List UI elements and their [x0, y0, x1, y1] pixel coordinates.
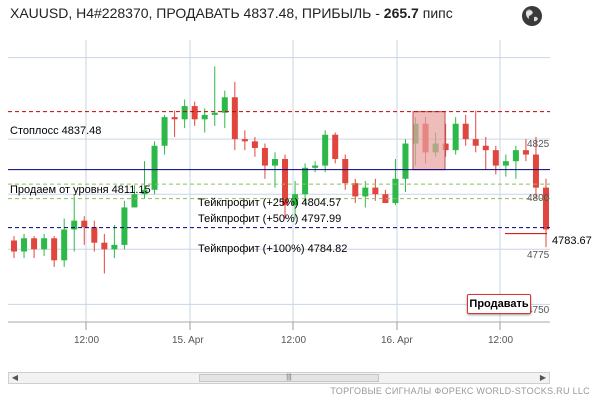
- levels-layer: [8, 111, 550, 235]
- candle-body: [101, 242, 108, 250]
- candle-body: [151, 145, 158, 190]
- candle-body: [492, 150, 499, 166]
- entry-level-label: Продаем от уровня 4811.15: [10, 184, 151, 196]
- profit-unit: пипс: [418, 5, 453, 21]
- candle-body: [543, 187, 549, 230]
- takeprofit-100-label: Тейкпрофит (+100%) 4784.82: [198, 243, 347, 255]
- candle-body: [271, 158, 278, 166]
- candle-body: [161, 117, 168, 146]
- takeprofit-25-label: Тейкпрофит (+25%) 4804.57: [198, 197, 341, 209]
- chart-grid: [8, 40, 550, 330]
- candle-body: [41, 238, 48, 250]
- footer-text: ТОРГОВЫЕ СИГНАЛЫ ФОРЕКС WORLD-STOCKS.RU …: [330, 386, 590, 396]
- candle-body: [522, 150, 529, 155]
- candle-body: [472, 139, 479, 146]
- candle-body: [342, 158, 349, 184]
- candle-body: [261, 147, 268, 166]
- profit-value: 265.7: [383, 5, 419, 21]
- candle-body: [282, 158, 289, 206]
- candle-body: [452, 123, 459, 151]
- candle-body: [332, 134, 339, 159]
- candle-body: [251, 141, 258, 148]
- candle-body: [382, 194, 389, 204]
- candle-body: [322, 134, 329, 166]
- candle-body: [81, 220, 88, 228]
- title-prefix: XAUUSD, H4#228370, ПРОДАВАТЬ 4837.48, ПР…: [10, 5, 384, 21]
- candle-body: [312, 165, 319, 168]
- scroll-right-icon[interactable]: ▶: [539, 373, 547, 382]
- sell-button[interactable]: Продавать: [467, 294, 531, 314]
- candle-body: [231, 97, 238, 140]
- candle-body: [221, 97, 228, 113]
- time-tick: 12:00: [281, 335, 306, 346]
- candle-body: [402, 143, 409, 179]
- candle-body: [352, 183, 359, 197]
- signal-zone-highlight: [412, 111, 446, 171]
- candle-body: [141, 189, 148, 195]
- time-tick: 15. Apr: [172, 335, 204, 346]
- price-tick: 4750: [527, 305, 550, 316]
- takeprofit-50-label: Тейкпрофит (+50%) 4797.99: [198, 213, 341, 225]
- price-tick: 4825: [527, 139, 550, 150]
- candle-body: [532, 154, 539, 188]
- candle-body: [121, 207, 128, 245]
- time-tick: 12:00: [488, 335, 513, 346]
- candle-body: [302, 167, 309, 195]
- candle-body: [392, 178, 399, 204]
- horizontal-scrollbar[interactable]: ◀ ||| ▶: [8, 372, 550, 384]
- candle-body: [211, 112, 218, 115]
- price-tick: 4800: [527, 193, 550, 204]
- candle-body: [201, 114, 208, 120]
- candle-body: [71, 220, 78, 230]
- globe-icon[interactable]: [520, 4, 544, 28]
- scrollbar-thumb[interactable]: |||: [199, 374, 379, 382]
- current-price-label: 4783.67: [552, 235, 592, 247]
- time-tick: 12:00: [74, 335, 99, 346]
- chart-title: XAUUSD, H4#228370, ПРОДАВАТЬ 4837.48, ПР…: [10, 5, 453, 21]
- candle-body: [372, 187, 379, 195]
- candle-body: [21, 238, 28, 252]
- candle-body: [191, 106, 198, 120]
- candle-body: [171, 117, 178, 120]
- candle-body: [51, 238, 58, 261]
- candle-body: [31, 238, 38, 250]
- candle-body: [11, 240, 17, 252]
- candle-body: [442, 143, 449, 151]
- time-tick: 16. Apr: [381, 335, 413, 346]
- candle-body: [241, 139, 248, 142]
- candle-body: [362, 187, 369, 197]
- candle-body: [502, 161, 509, 166]
- candle-body: [181, 106, 188, 120]
- scroll-left-icon[interactable]: ◀: [11, 373, 19, 382]
- stoploss-label: Стоплосс 4837.48: [10, 125, 101, 137]
- candle-body: [111, 244, 118, 250]
- candle-body: [482, 145, 489, 151]
- candle-body: [91, 227, 98, 243]
- candle-body: [512, 150, 519, 162]
- candle-body: [292, 194, 299, 206]
- candle-body: [462, 123, 469, 140]
- candle-body: [61, 229, 68, 261]
- price-tick: 4775: [527, 250, 550, 261]
- candle-body: [131, 194, 138, 208]
